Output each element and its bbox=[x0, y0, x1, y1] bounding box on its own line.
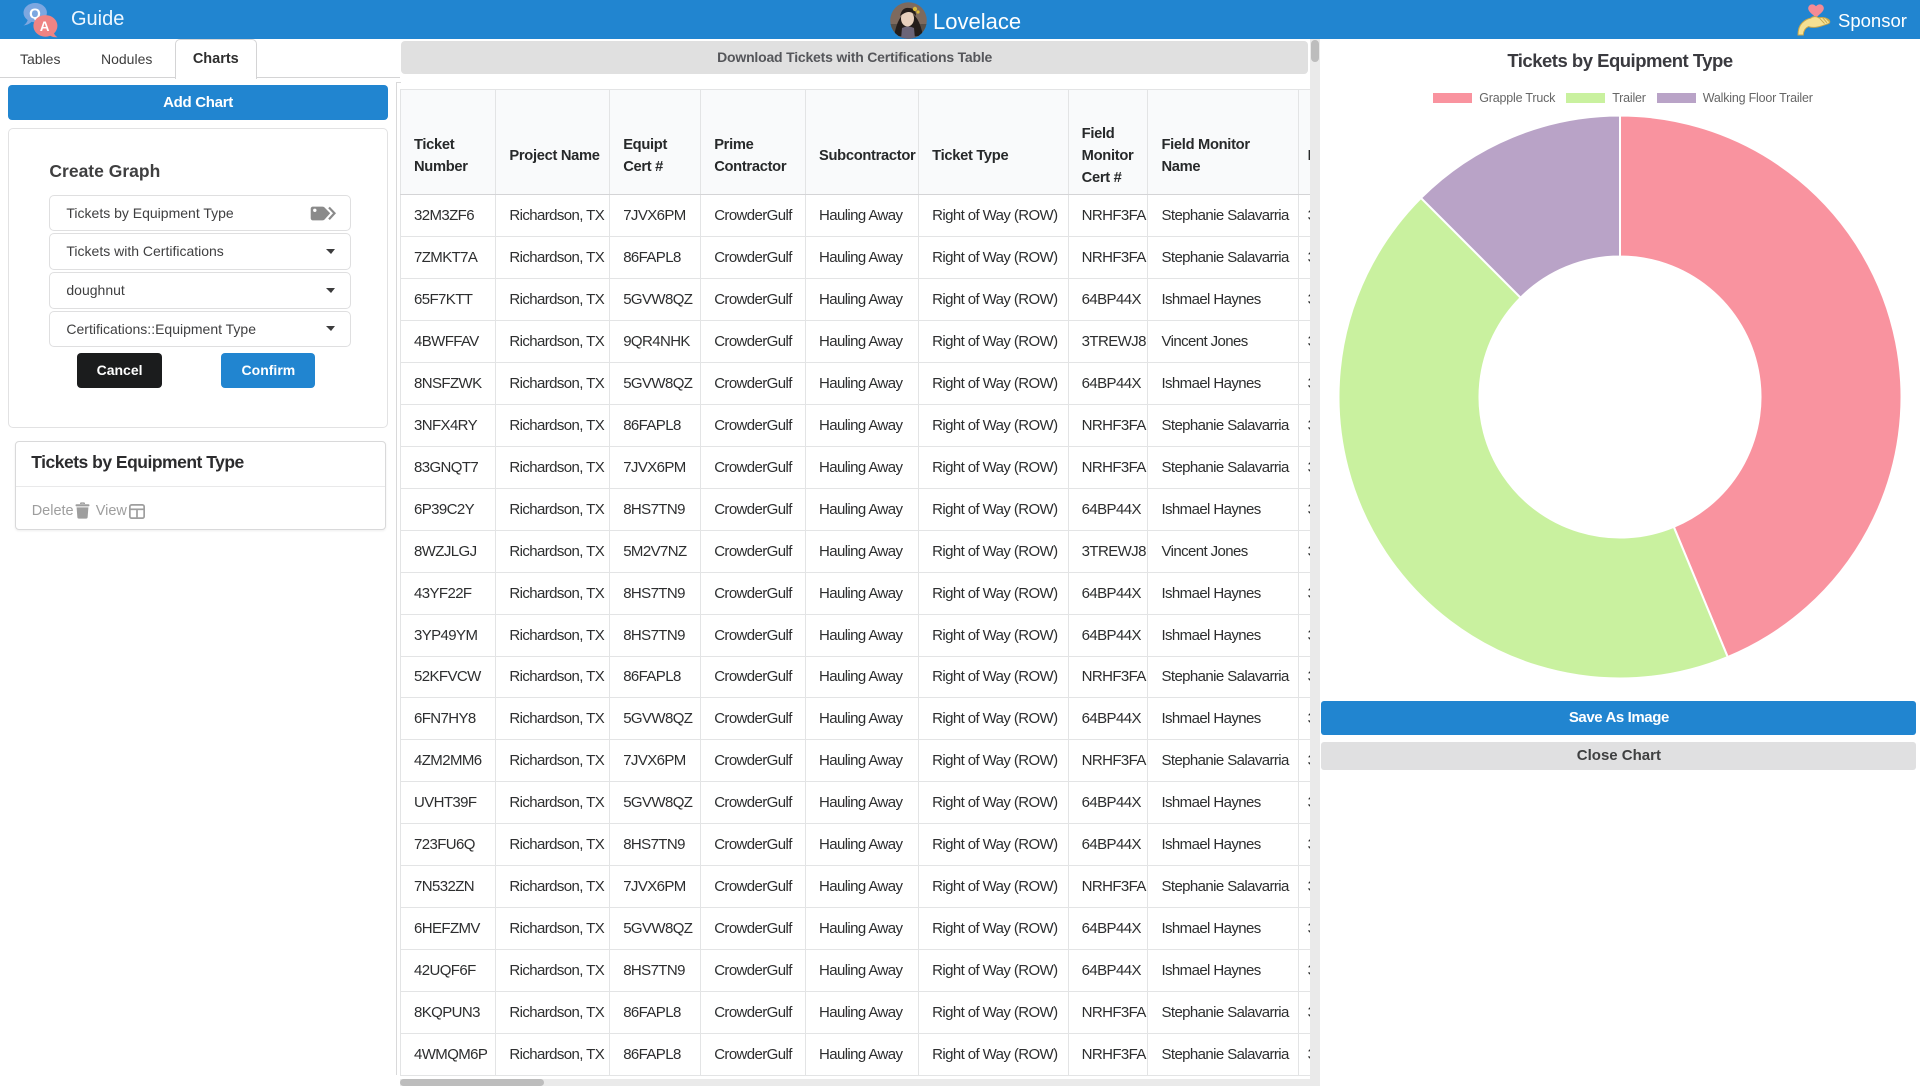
svg-text:A: A bbox=[40, 19, 50, 34]
